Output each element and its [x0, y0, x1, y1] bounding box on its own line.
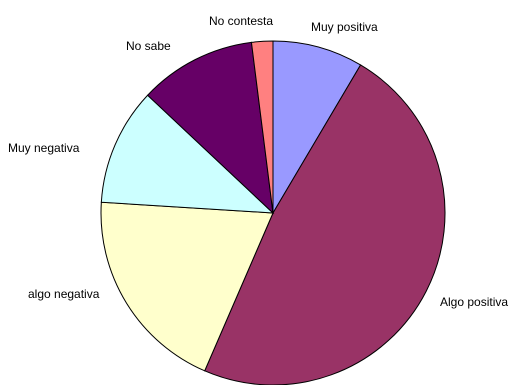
pie-labels: Muy positiva Algo positiva algo negativa… — [8, 14, 508, 309]
pie-slice-muy-negativa — [100, 94, 275, 214]
slice-label-no-sabe: No sabe — [126, 39, 171, 53]
slice-label-muy-negativa: Muy negativa — [8, 141, 80, 155]
pie-slice-algo-negativa — [100, 201, 274, 372]
slice-label-algo-positiva: Algo positiva — [440, 295, 508, 309]
pie-slices — [100, 40, 446, 385]
slice-label-algo-negativa: algo negativa — [28, 287, 100, 301]
pie-slice-no-sabe — [146, 41, 274, 215]
slice-label-no-contesta: No contesta — [209, 14, 273, 28]
pie-slice-muy-positiva — [272, 40, 362, 215]
slice-label-muy-positiva: Muy positiva — [311, 20, 378, 34]
pie-slice-no-contesta — [250, 40, 274, 214]
